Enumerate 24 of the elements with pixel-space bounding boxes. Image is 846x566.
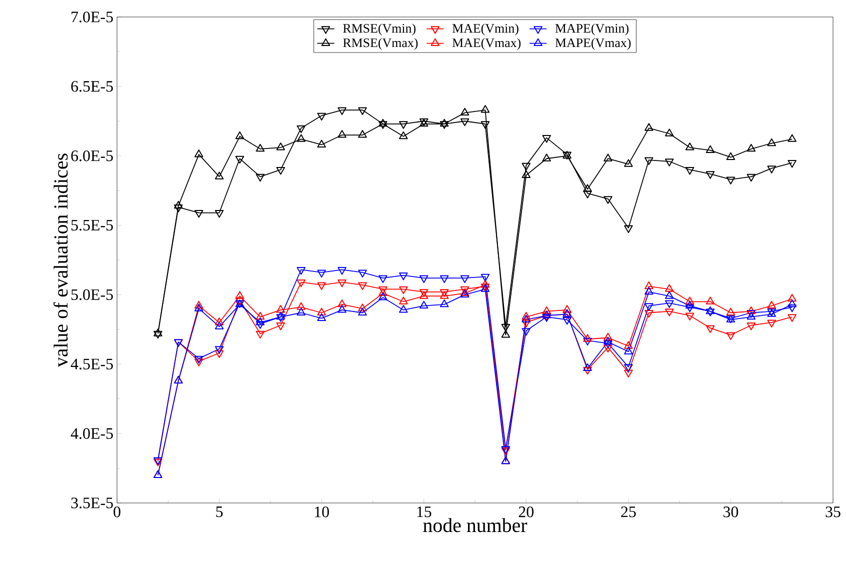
x-axis-title: node number — [423, 518, 528, 532]
y-tick-label: 4.5E-5 — [70, 358, 113, 370]
x-tick-label: 5 — [216, 506, 223, 518]
y-tick-label: 5.5E-5 — [71, 220, 113, 231]
x-tick-label: 30 — [724, 506, 738, 518]
legend-label: MAE(Vmin) — [452, 24, 518, 36]
x-tick-label: 15 — [417, 506, 432, 518]
legend-label: RMSE(Vmax) — [343, 38, 418, 50]
x-tick-label: 10 — [315, 506, 329, 518]
legend-label: MAPE(Vmax) — [555, 38, 631, 50]
y-tick-label: 6.5E-5 — [71, 81, 113, 92]
legend-label: MAPE(Vmin) — [555, 24, 629, 36]
x-tick-label: 35 — [826, 506, 840, 518]
legend-label: RMSE(Vmin) — [343, 24, 416, 36]
x-tick-label: 0 — [114, 506, 120, 518]
y-tick-label: 6.0E-5 — [71, 150, 113, 162]
legend-label: MAE(Vmax) — [452, 38, 521, 50]
y-axis-title: value of evaluation indices — [53, 154, 68, 368]
y-tick-label: 5.0E-5 — [71, 289, 113, 300]
y-tick-label: 3.5E-5 — [71, 498, 113, 508]
y-tick-label: 7.0E-5 — [72, 12, 113, 22]
x-tick-label: 20 — [518, 506, 534, 518]
y-tick-label: 4.0E-5 — [70, 428, 113, 439]
x-tick-label: 25 — [621, 506, 636, 518]
